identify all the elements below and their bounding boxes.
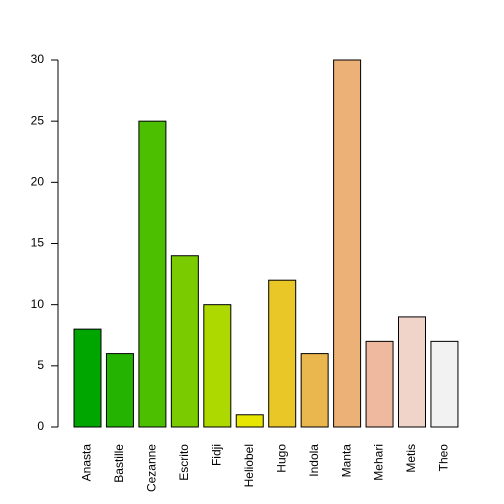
bar [138, 120, 167, 428]
bar [430, 340, 459, 428]
x-tick-label: Mehari [372, 444, 386, 481]
y-tick-label: 5 [37, 358, 44, 372]
bar [170, 255, 199, 428]
y-tick-label: 30 [31, 52, 45, 66]
x-tick-label: Theo [437, 444, 451, 472]
x-tick-label: Cezanne [145, 444, 159, 492]
bar [300, 353, 329, 428]
x-tick-label: Hugo [274, 444, 288, 473]
y-tick-label: 0 [37, 419, 44, 433]
y-tick-label: 15 [31, 236, 45, 250]
bar [398, 316, 426, 428]
y-tick-label: 10 [31, 297, 45, 311]
bar [333, 59, 362, 428]
bar [203, 304, 232, 428]
x-tick-label: Manta [339, 444, 353, 478]
bar [365, 340, 394, 428]
x-tick-label: Metis [404, 444, 418, 473]
bar [268, 279, 297, 428]
x-tick-label: Bastille [112, 444, 126, 483]
bar [105, 353, 134, 428]
x-tick-label: Indola [307, 444, 321, 477]
bar [73, 328, 102, 428]
y-tick-label: 25 [31, 113, 45, 127]
y-tick-label: 20 [31, 175, 45, 189]
bar [235, 414, 264, 428]
x-tick-label: Anasta [80, 444, 94, 482]
x-tick-label: Fidji [209, 444, 223, 466]
x-tick-label: Heliobel [242, 444, 256, 487]
x-tick-label: Escrito [177, 444, 191, 481]
